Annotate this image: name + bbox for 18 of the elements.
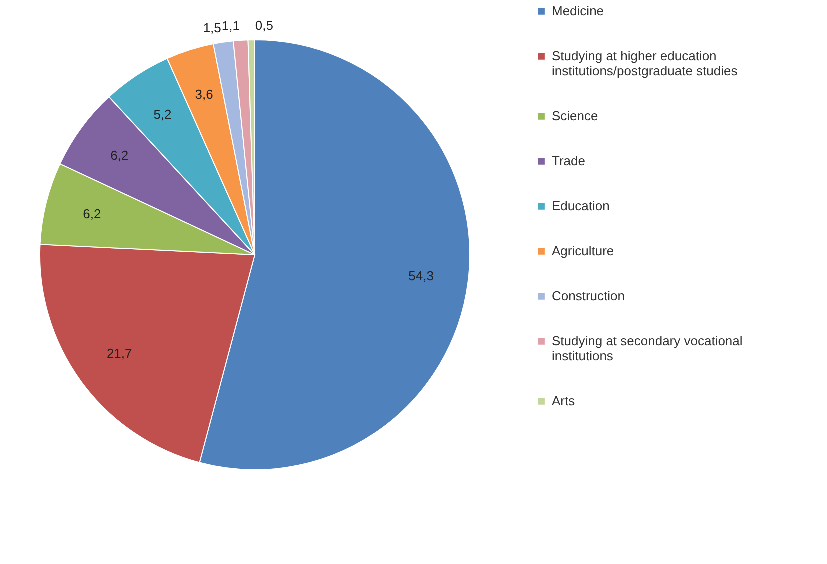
legend-label: Arts bbox=[552, 394, 576, 408]
legend-label: Agriculture bbox=[552, 244, 614, 258]
data-label: 54,3 bbox=[408, 268, 434, 284]
legend-label: Education bbox=[552, 198, 610, 214]
data-label: 1,1 bbox=[222, 18, 240, 34]
data-label: 0,5 bbox=[255, 18, 274, 34]
legend-label: Trade bbox=[552, 154, 586, 168]
legend-label: Science bbox=[552, 108, 598, 124]
legend-label: Studying at secondary vocational institutions bbox=[552, 334, 743, 364]
legend-label: Construction bbox=[552, 288, 625, 304]
data-label: 6,2 bbox=[83, 206, 102, 222]
data-label: 6,2 bbox=[110, 148, 129, 164]
data-label: 21,7 bbox=[106, 346, 132, 361]
data-label: 5,2 bbox=[154, 106, 172, 122]
data-label: 3,6 bbox=[195, 87, 214, 102]
legend-label: Medicine bbox=[552, 4, 604, 18]
legend-label: Studying at higher education institutions/postgraduate studies bbox=[552, 48, 738, 78]
data-label: 1,5 bbox=[203, 20, 222, 36]
